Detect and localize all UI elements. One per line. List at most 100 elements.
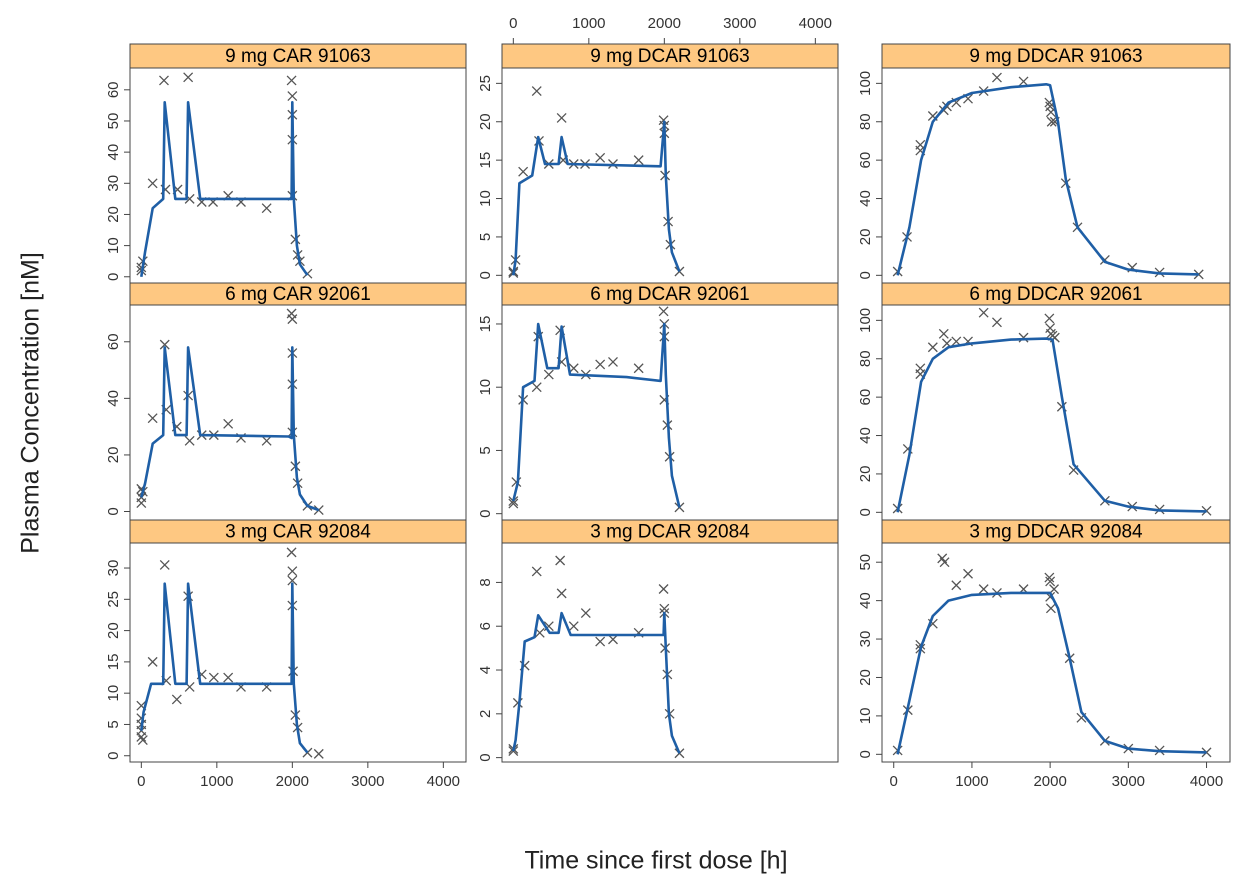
- observation: [674, 748, 685, 759]
- plot-area: [508, 555, 685, 759]
- x-tick-label: 4000: [1190, 773, 1223, 790]
- y-tick-label: 10: [105, 685, 122, 702]
- y-tick-label: 40: [105, 144, 122, 161]
- x-tick-label: 4000: [427, 773, 460, 790]
- observation: [608, 356, 618, 367]
- observation: [147, 413, 158, 424]
- fit-line: [140, 346, 320, 512]
- observation: [1045, 603, 1056, 614]
- strip: [501, 43, 839, 69]
- plot-area: [892, 553, 1212, 758]
- y-tick-label: 50: [105, 113, 122, 130]
- y-tick-label: 0: [105, 507, 122, 515]
- observation: [508, 498, 519, 509]
- y-tick-label: 20: [857, 229, 874, 246]
- observation: [286, 547, 297, 558]
- fit-line: [512, 611, 681, 754]
- observation: [991, 317, 1002, 328]
- y-tick-label: 20: [105, 206, 122, 223]
- observation: [1046, 116, 1057, 127]
- observation: [286, 75, 297, 86]
- y-tick-label: 60: [857, 389, 874, 406]
- observation: [1044, 572, 1055, 583]
- observation: [659, 603, 670, 614]
- plot-area: [136, 72, 313, 279]
- observation: [137, 735, 148, 746]
- observation: [531, 382, 542, 393]
- observation: [518, 166, 529, 177]
- plot-area: [508, 86, 685, 278]
- y-tick-label: 30: [857, 631, 874, 648]
- observation: [287, 91, 298, 102]
- y-tick-label: 5: [477, 233, 494, 241]
- observation: [568, 621, 579, 632]
- observation: [508, 746, 519, 757]
- fit-line: [140, 101, 309, 277]
- panel: [501, 67, 839, 284]
- fit-line: [896, 591, 1207, 755]
- y-axis-title: Plasma Concentration [nM]: [17, 252, 45, 554]
- fit-line: [896, 83, 1199, 276]
- observation: [927, 342, 938, 353]
- observation: [1201, 747, 1212, 758]
- observation: [555, 555, 566, 566]
- panel-title: 6 mg DDCAR 92061: [969, 284, 1142, 305]
- observation: [531, 86, 542, 96]
- y-tick-label: 80: [857, 350, 874, 367]
- y-tick-label: 6: [477, 622, 494, 630]
- observation: [556, 588, 567, 599]
- y-tick-label: 20: [857, 466, 874, 483]
- observation: [978, 584, 989, 595]
- observation: [658, 306, 669, 317]
- observation: [208, 672, 219, 683]
- panel: [881, 67, 1231, 284]
- y-tick-label: 0: [477, 510, 494, 518]
- y-tick-label: 15: [477, 152, 494, 169]
- observation: [963, 568, 973, 579]
- panel-title: 3 mg DDCAR 92084: [969, 522, 1143, 543]
- observation: [580, 608, 591, 619]
- y-tick-label: 2: [477, 710, 494, 718]
- observation: [595, 636, 606, 647]
- observation: [595, 359, 606, 370]
- y-tick-label: 100: [857, 71, 874, 96]
- x-tick-label: 2000: [1033, 773, 1066, 790]
- observation: [1018, 76, 1029, 87]
- observation: [1044, 313, 1055, 324]
- x-tick-label: 3000: [351, 773, 384, 790]
- y-tick-label: 15: [105, 654, 122, 671]
- observation: [159, 559, 170, 570]
- plot-area: [508, 306, 685, 513]
- y-tick-label: 0: [105, 752, 122, 760]
- y-tick-label: 0: [857, 750, 874, 758]
- y-tick-label: 60: [105, 81, 122, 98]
- x-tick-label: 2000: [276, 773, 309, 790]
- observation: [608, 634, 618, 645]
- y-tick-label: 40: [857, 592, 874, 609]
- y-tick-label: 0: [477, 753, 494, 761]
- x-tick-label: 1000: [200, 773, 233, 790]
- fit-line: [896, 337, 1207, 513]
- plot-area: [892, 72, 1204, 280]
- panel: [501, 542, 839, 763]
- observation: [508, 496, 519, 506]
- y-tick-label: 40: [857, 190, 874, 207]
- y-tick-label: 10: [857, 708, 874, 725]
- panel-title: 3 mg CAR 92084: [225, 522, 371, 543]
- x-tick-label: 2000: [648, 15, 681, 32]
- x-tick-label: 3000: [723, 15, 756, 32]
- y-tick-label: 40: [857, 427, 874, 444]
- observation: [171, 694, 182, 705]
- panel-title: 6 mg CAR 92061: [225, 284, 371, 305]
- y-tick-label: 10: [477, 190, 494, 207]
- observation: [136, 732, 147, 742]
- panel: [129, 542, 467, 763]
- observation: [184, 435, 195, 446]
- y-tick-label: 0: [477, 271, 494, 279]
- plot-area: [136, 547, 324, 759]
- y-tick-label: 20: [105, 447, 122, 464]
- strip: [129, 43, 467, 69]
- observation: [159, 75, 169, 86]
- y-tick-label: 10: [105, 237, 122, 254]
- x-tick-label: 1000: [955, 773, 988, 790]
